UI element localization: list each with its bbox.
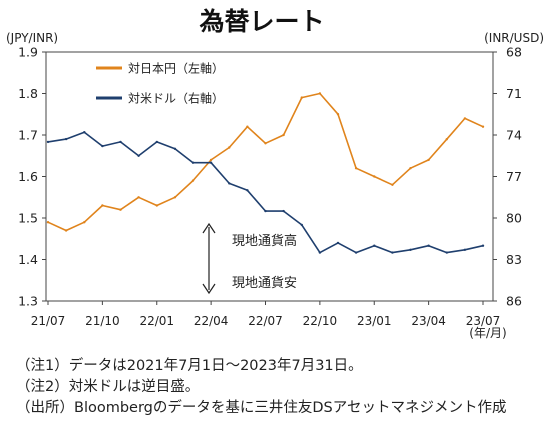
- data-point: [264, 209, 267, 213]
- annotation-currency-down: 現地通貨安: [232, 275, 297, 291]
- data-point: [46, 140, 50, 144]
- data-point: [373, 175, 376, 178]
- data-point: [445, 138, 448, 141]
- right-tick-label: 74: [506, 128, 522, 143]
- right-axis-unit: (INR/USD): [484, 31, 544, 45]
- data-point: [64, 137, 68, 141]
- data-point: [463, 248, 467, 251]
- data-point: [173, 196, 177, 199]
- data-point: [409, 248, 412, 251]
- data-point: [119, 140, 122, 144]
- data-point: [246, 189, 249, 192]
- source-note: （出所）Bloombergのデータを基に三井住友DSアセットマネジメント作成: [16, 400, 507, 416]
- left-tick-label: 1.5: [18, 211, 38, 226]
- data-point: [427, 158, 430, 162]
- data-point: [282, 133, 285, 137]
- data-point: [445, 251, 448, 254]
- data-point: [391, 251, 394, 254]
- data-point: [354, 251, 358, 254]
- x-tick-label: 23/07: [466, 314, 501, 328]
- data-point: [155, 140, 158, 144]
- left-tick-label: 1.3: [18, 294, 38, 309]
- arrow-head-up: [202, 222, 216, 234]
- left-tick-label: 1.9: [18, 45, 38, 60]
- data-point: [228, 146, 231, 149]
- data-point: [318, 251, 322, 254]
- x-tick-label: 22/10: [303, 314, 338, 328]
- annotation-currency-up: 現地通貨高: [232, 233, 297, 249]
- chart-title: 為替レート: [199, 7, 324, 36]
- legend-label: 対日本円（左軸）: [128, 61, 224, 76]
- x-tick-label: 22/07: [248, 314, 283, 328]
- data-point: [463, 117, 467, 120]
- data-point: [300, 223, 303, 227]
- data-point: [83, 131, 86, 134]
- data-point: [101, 204, 104, 207]
- right-tick-label: 83: [506, 252, 522, 267]
- note-2: （注2）対米ドルは逆目盛。: [16, 379, 200, 395]
- data-point: [228, 182, 231, 185]
- left-axis-unit: (JPY/INR): [6, 31, 58, 45]
- legend-label: 対米ドル（右軸）: [128, 91, 224, 106]
- data-point: [481, 244, 485, 247]
- x-tick-label: 23/01: [357, 314, 392, 328]
- left-tick-label: 1.8: [18, 86, 38, 101]
- x-axis-unit: (年/月): [469, 326, 506, 340]
- left-tick-label: 1.6: [18, 169, 38, 184]
- data-point: [391, 183, 394, 186]
- x-tick-label: 23/04: [411, 314, 446, 328]
- left-tick-label: 1.7: [18, 128, 38, 143]
- data-point: [101, 144, 104, 148]
- data-point: [427, 244, 430, 247]
- data-point: [336, 241, 340, 245]
- right-tick-label: 68: [506, 45, 522, 60]
- data-point: [119, 208, 122, 211]
- data-point: [83, 221, 86, 224]
- x-tick-label: 22/01: [139, 314, 174, 328]
- data-point: [155, 204, 158, 207]
- data-point: [209, 161, 213, 164]
- data-point: [64, 229, 68, 232]
- data-point: [318, 92, 322, 95]
- right-tick-label: 71: [506, 86, 522, 101]
- data-point: [209, 158, 213, 162]
- data-point: [246, 125, 249, 128]
- data-point: [191, 179, 195, 182]
- note-1: （注1）データは2021年7月1日～2023年7月31日。: [16, 358, 363, 374]
- data-point: [264, 142, 267, 145]
- data-point: [282, 209, 285, 213]
- data-point: [336, 113, 340, 116]
- x-tick-label: 22/04: [194, 314, 229, 328]
- right-tick-label: 77: [506, 169, 522, 184]
- data-point: [373, 244, 376, 247]
- data-point: [191, 161, 195, 164]
- right-tick-label: 80: [506, 211, 522, 226]
- plot-area: [45, 51, 494, 302]
- data-point: [173, 147, 177, 150]
- data-point: [300, 96, 303, 99]
- data-point: [137, 154, 140, 157]
- right-tick-label: 86: [506, 294, 522, 309]
- data-point: [409, 167, 412, 170]
- x-tick-label: 21/10: [85, 314, 120, 328]
- data-point: [46, 221, 50, 224]
- data-point: [137, 196, 140, 199]
- data-point: [354, 167, 358, 170]
- arrow-head-down: [202, 283, 216, 295]
- left-tick-label: 1.4: [18, 252, 38, 267]
- x-tick-label: 21/07: [31, 314, 66, 328]
- data-point: [481, 125, 485, 128]
